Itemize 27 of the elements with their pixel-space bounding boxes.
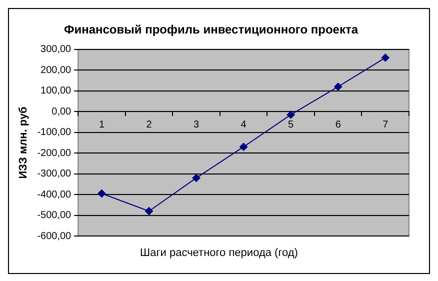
- x-tick-label: 4: [240, 119, 247, 130]
- point: [192, 174, 200, 182]
- x-tick-label: 7: [382, 119, 389, 130]
- point: [381, 54, 390, 62]
- point: [240, 142, 248, 151]
- y-tick-label: 200,00: [40, 64, 72, 76]
- y-tick-label: -600,00: [37, 230, 72, 242]
- point: [334, 82, 342, 91]
- y-tick-label: -300,00: [37, 168, 72, 180]
- point: [286, 110, 295, 119]
- y-tick-label: 100,00: [40, 86, 72, 97]
- point: [145, 207, 154, 216]
- x-tick-label: 2: [146, 119, 152, 130]
- y-tick-label: 300,00: [40, 44, 72, 56]
- y-axis-title: ИЗЗ млн. руб: [18, 106, 30, 179]
- y-tick-label: -500,00: [37, 210, 72, 222]
- x-tick-label: 1: [98, 119, 105, 130]
- x-tick-label: 3: [194, 119, 200, 130]
- x-tick-label: 5: [288, 119, 294, 130]
- x-tick-label: 6: [335, 119, 342, 130]
- point: [98, 189, 106, 198]
- y-tick-label: 0,00: [52, 106, 72, 118]
- chart-title: Финансовый профиль инвестиционного проекта: [64, 22, 358, 37]
- y-tick-label: -400,00: [37, 189, 72, 200]
- x-axis-title: Шаги расчетного периода (год): [139, 247, 299, 259]
- y-tick-label: -200,00: [37, 148, 72, 159]
- y-tick-label: -100,00: [37, 127, 72, 138]
